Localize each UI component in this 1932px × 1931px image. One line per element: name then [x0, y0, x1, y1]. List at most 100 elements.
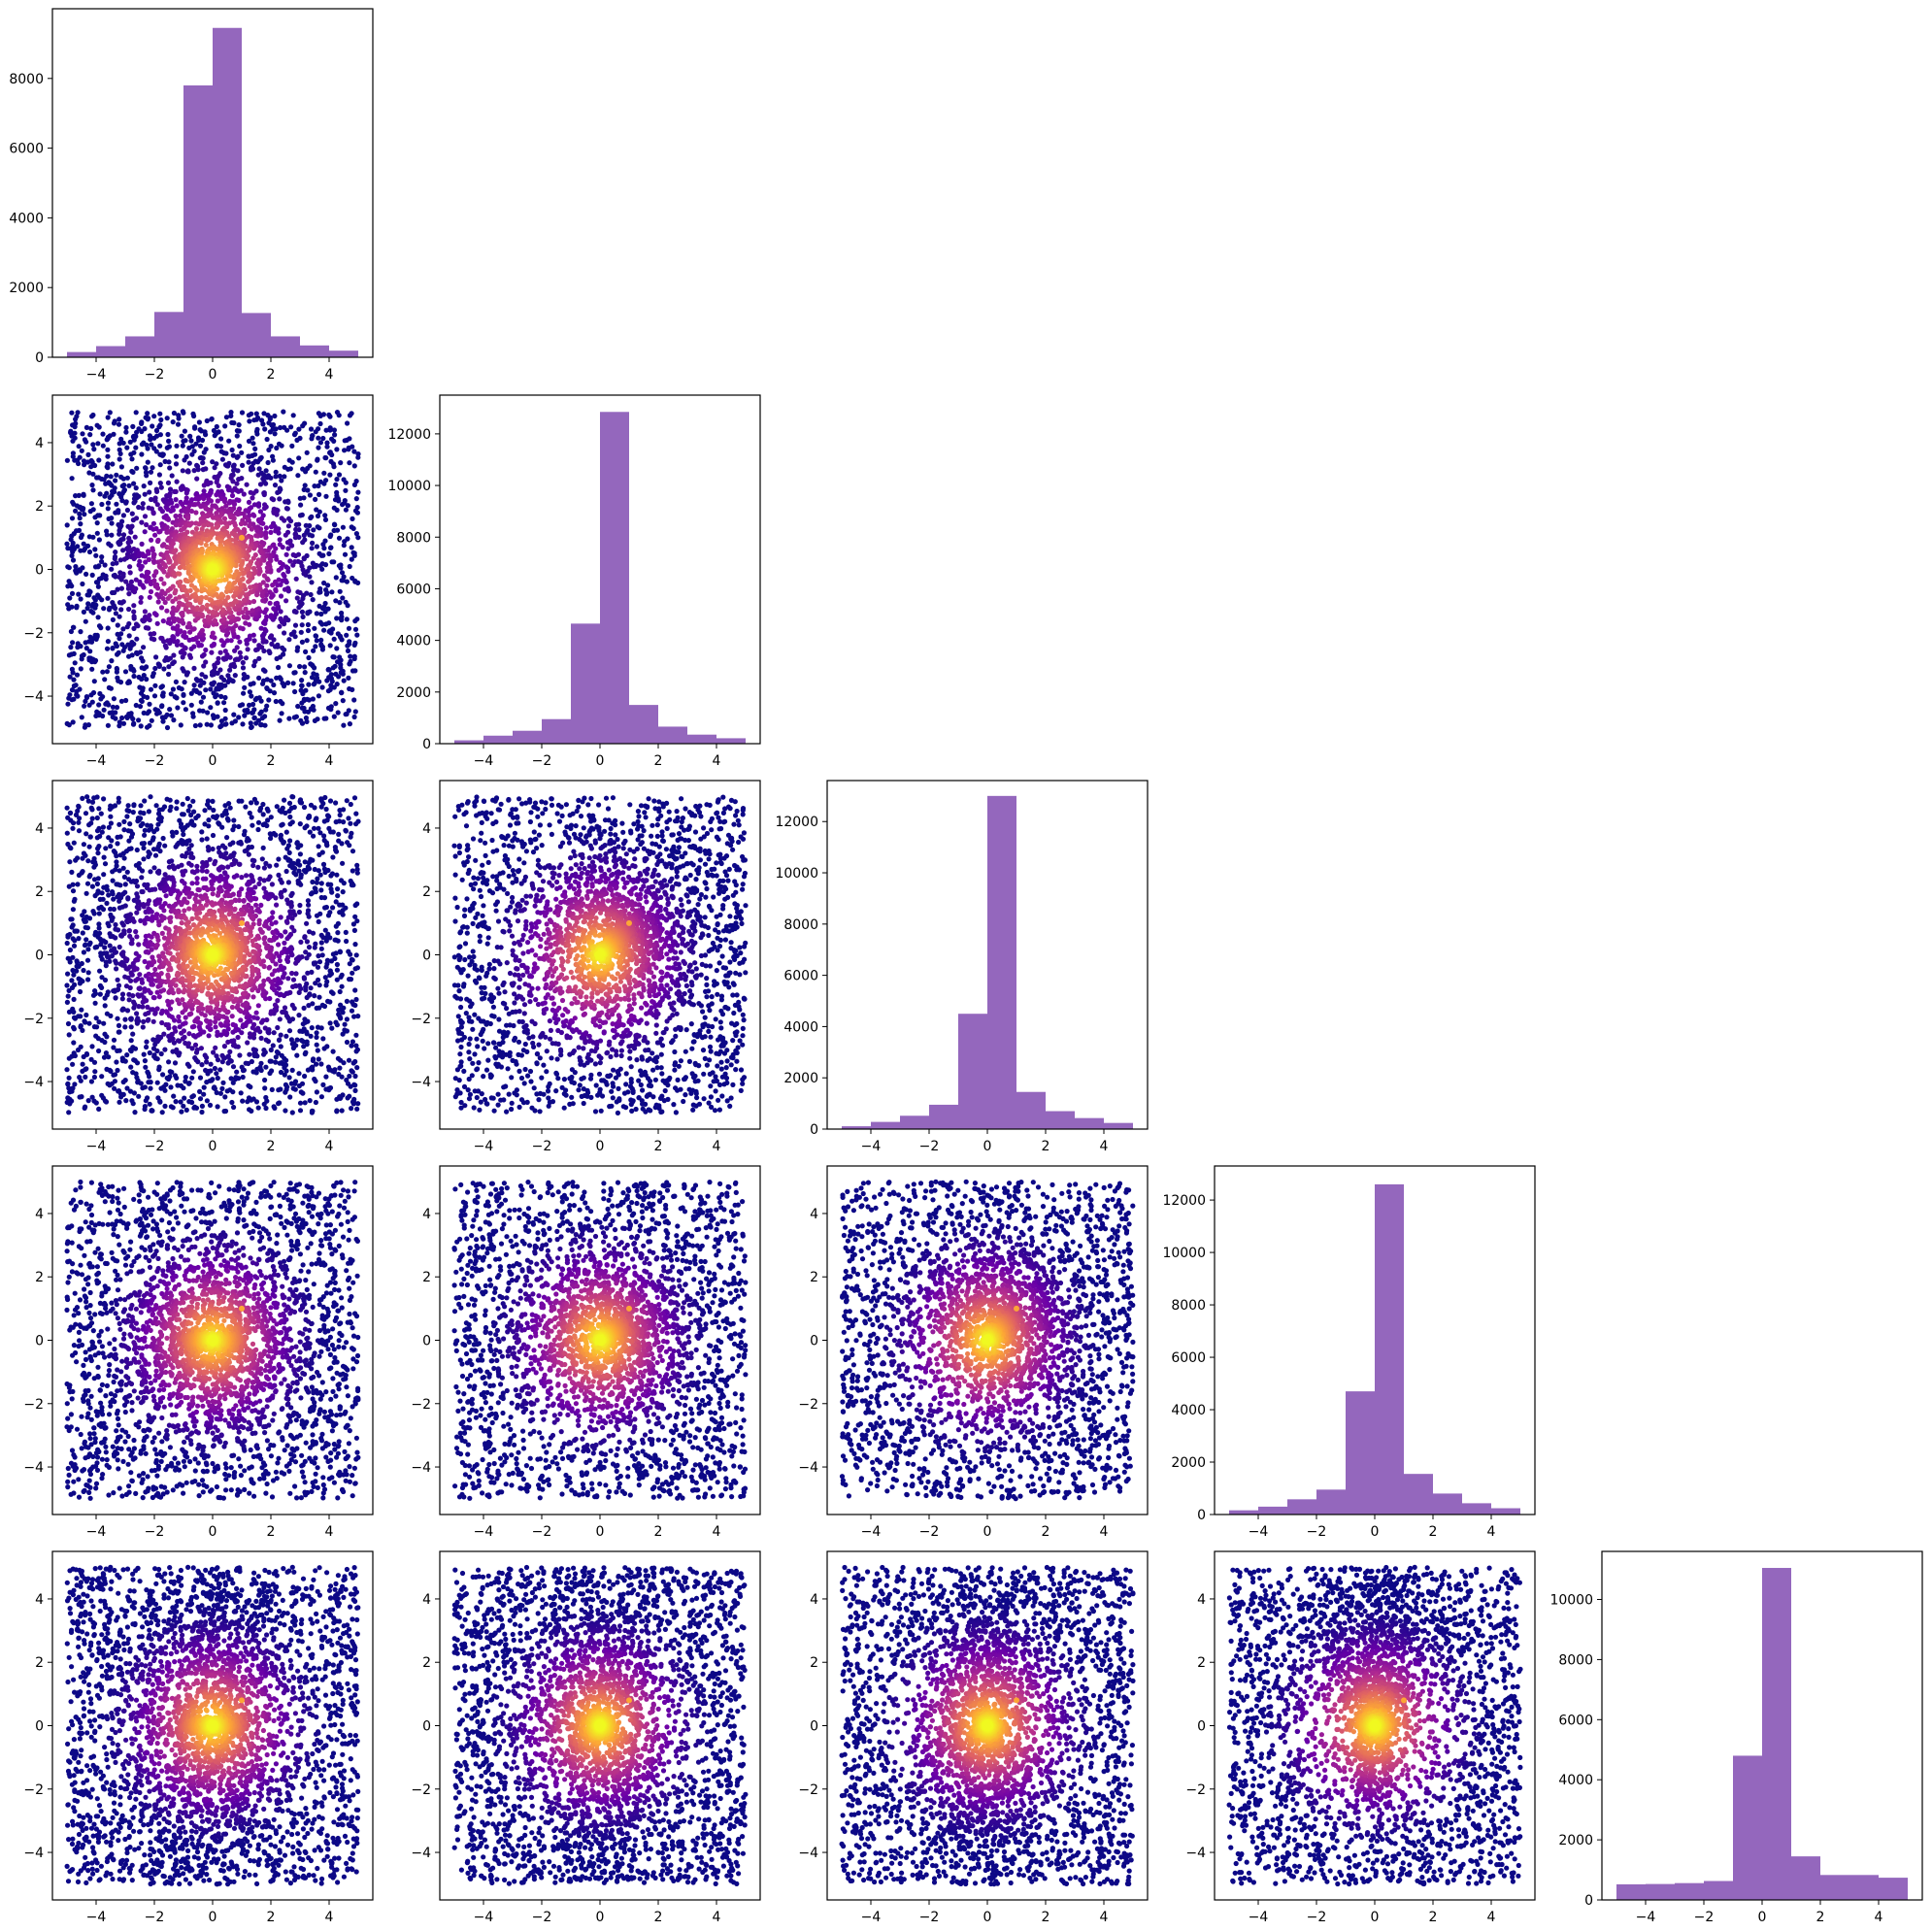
scatter-point [348, 659, 352, 664]
scatter-point [148, 595, 152, 600]
scatter-point [266, 809, 271, 814]
y-tick-label: 0 [35, 350, 44, 366]
scatter-point [143, 514, 148, 518]
scatter-point [317, 982, 322, 987]
scatter-point [155, 585, 160, 590]
scatter-point [291, 870, 296, 875]
scatter-point [199, 1062, 204, 1067]
scatter-point [323, 928, 328, 933]
scatter-point [170, 634, 175, 639]
scatter-point [257, 808, 262, 813]
histogram-bar [125, 336, 154, 357]
x-tick-label: −2 [532, 753, 552, 769]
scatter-point [98, 625, 103, 630]
scatter-point [163, 564, 168, 569]
scatter-point [107, 825, 112, 830]
scatter-point [151, 436, 156, 441]
scatter-point [337, 413, 342, 417]
scatter-point [91, 865, 96, 870]
scatter-point [322, 1046, 327, 1050]
scatter-point [299, 678, 304, 683]
y-tick-label: 0 [1197, 1508, 1206, 1523]
scatter-point [336, 1056, 341, 1061]
scatter-point [155, 708, 160, 713]
scatter-point [157, 412, 162, 416]
x-tick-label: 0 [983, 1139, 992, 1154]
scatter-point [273, 1060, 278, 1065]
scatter-point [174, 1099, 179, 1104]
scatter-point [86, 970, 91, 975]
scatter-point [70, 826, 75, 831]
scatter-point [340, 570, 345, 575]
scatter-point [210, 567, 215, 572]
scatter-point [112, 1038, 117, 1043]
scatter-point [66, 1110, 71, 1115]
scatter-point [333, 701, 338, 706]
scatter-point [353, 966, 358, 971]
scatter-point [343, 552, 348, 557]
scatter-point [334, 447, 339, 451]
y-tick-label: 2000 [1171, 1455, 1206, 1471]
scatter-point [133, 446, 138, 450]
scatter-point [125, 870, 130, 875]
scatter-point [114, 853, 118, 858]
scatter-point [251, 599, 256, 604]
histogram-bar [242, 313, 271, 357]
scatter-point [201, 695, 206, 700]
scatter-point [263, 1095, 268, 1100]
scatter-point [264, 607, 269, 612]
scatter-point [65, 702, 70, 707]
histogram-bar [183, 85, 213, 357]
scatter-point [152, 533, 157, 538]
scatter-point [262, 714, 267, 718]
scatter-point [96, 806, 101, 811]
scatter-point [318, 612, 323, 616]
scatter-point [140, 442, 145, 447]
scatter-point [261, 822, 266, 827]
scatter-point [353, 627, 358, 632]
scatter-point [97, 911, 102, 916]
scatter-point [101, 824, 106, 829]
scatter-point [303, 1100, 308, 1105]
scatter-point [342, 448, 347, 452]
scatter-point [337, 654, 342, 659]
scatter-point [322, 455, 327, 460]
x-tick-label: 4 [325, 753, 334, 769]
scatter-point [158, 432, 163, 437]
scatter-point [121, 721, 126, 726]
scatter-3-1-panel: −4 −2 0 2 4−4−2024 [23, 781, 373, 1154]
scatter-point [77, 528, 82, 533]
scatter-point [322, 716, 327, 721]
histogram-bar [96, 347, 125, 357]
scatter-point [116, 622, 120, 627]
scatter-point [246, 647, 250, 651]
scatter-point [175, 616, 180, 621]
histogram-bar [271, 336, 300, 357]
scatter-point [242, 491, 247, 496]
scatter-point [221, 700, 226, 705]
scatter-point [299, 683, 304, 688]
scatter-point [71, 719, 76, 724]
scatter-point [257, 549, 262, 553]
scatter-point [306, 1068, 311, 1073]
x-tick-label: −4 [474, 753, 494, 769]
scatter-point [128, 1065, 133, 1070]
scatter-point [87, 589, 92, 594]
scatter-point [272, 1104, 277, 1109]
scatter-point [120, 537, 125, 542]
scatter-point [308, 661, 313, 666]
scatter-point [171, 584, 176, 589]
scatter-point [214, 492, 218, 497]
scatter-point [92, 911, 97, 916]
histogram-bar [329, 350, 358, 357]
scatter-point [302, 1074, 307, 1079]
scatter-point [125, 1008, 130, 1013]
scatter-point [131, 603, 136, 608]
scatter-point [77, 1075, 82, 1080]
scatter-point [126, 839, 131, 844]
scatter-point [333, 672, 338, 677]
scatter-point [126, 809, 131, 814]
scatter-point [181, 832, 185, 837]
scatter-point [256, 1106, 261, 1111]
scatter-point [251, 716, 256, 720]
